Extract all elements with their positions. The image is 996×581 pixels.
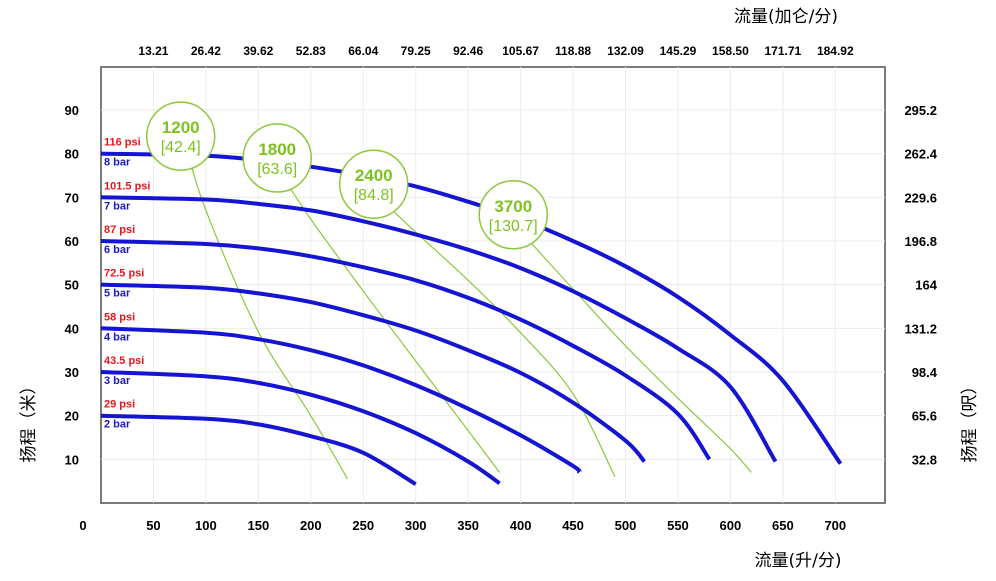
right-tick-label: 262.4 bbox=[904, 147, 937, 162]
lpm-value: [84.8] bbox=[354, 187, 394, 204]
rpm-bubble bbox=[478, 180, 549, 250]
pressure-curve-7-bar bbox=[100, 195, 778, 463]
x-tick-label: 700 bbox=[824, 518, 846, 533]
psi-label: 87 psi bbox=[104, 224, 135, 236]
x-tick-label: 300 bbox=[405, 518, 427, 533]
bar-label: 5 bar bbox=[104, 288, 131, 300]
speed-line-1800 bbox=[278, 170, 501, 473]
x-tick-label: 600 bbox=[720, 518, 742, 533]
pressure-curve-3-bar bbox=[100, 370, 501, 485]
x-tick-label: 100 bbox=[195, 518, 217, 533]
right-axis-title: 扬程（呎） bbox=[960, 378, 980, 463]
rpm-value: 2400 bbox=[355, 166, 393, 185]
top-tick-label: 66.04 bbox=[348, 44, 378, 58]
top-tick-label: 171.71 bbox=[764, 44, 801, 58]
bar-label: 3 bar bbox=[104, 375, 131, 387]
psi-label: 29 psi bbox=[104, 399, 135, 411]
y-tick-label: 80 bbox=[65, 147, 79, 162]
y-tick-label: 20 bbox=[65, 409, 79, 424]
y-tick-label: 60 bbox=[65, 234, 79, 249]
top-tick-label: 13.21 bbox=[138, 44, 168, 58]
pressure-curve-4-bar bbox=[100, 326, 582, 475]
top-tick-label: 132.09 bbox=[607, 44, 644, 58]
lpm-value: [130.7] bbox=[489, 218, 538, 235]
right-tick-label: 131.2 bbox=[904, 321, 937, 336]
y-tick-label: 40 bbox=[65, 321, 79, 336]
right-tick-label: 65.6 bbox=[912, 409, 937, 424]
x-tick-label: 650 bbox=[772, 518, 794, 533]
top-tick-label: 79.25 bbox=[401, 44, 431, 58]
x-tick-label: 550 bbox=[667, 518, 689, 533]
y-tick-label: 30 bbox=[65, 365, 79, 380]
x-tick-label: 450 bbox=[562, 518, 584, 533]
top-tick-label: 105.67 bbox=[502, 44, 539, 58]
x-tick-label: 500 bbox=[615, 518, 637, 533]
top-tick-label: 184.92 bbox=[817, 44, 854, 58]
x-tick-label: 250 bbox=[352, 518, 374, 533]
psi-label: 72.5 psi bbox=[104, 268, 144, 280]
x-tick-label: 400 bbox=[510, 518, 532, 533]
rpm-bubble bbox=[242, 123, 312, 193]
psi-label: 116 psi bbox=[104, 137, 141, 149]
pressure-curve-5-bar bbox=[100, 282, 646, 463]
top-tick-label: 145.29 bbox=[660, 44, 697, 58]
y-tick-label: 90 bbox=[65, 103, 79, 118]
right-tick-label: 98.4 bbox=[912, 365, 938, 380]
rpm-value: 1800 bbox=[258, 140, 296, 159]
y-tick-label: 10 bbox=[65, 452, 79, 467]
psi-label: 58 psi bbox=[104, 311, 135, 323]
bottom-axis-title: 流量(升/分) bbox=[755, 551, 842, 571]
psi-label: 101.5 psi bbox=[104, 180, 150, 192]
x-tick-label: 350 bbox=[457, 518, 479, 533]
top-tick-label: 39.62 bbox=[243, 44, 273, 58]
x-tick-label: 0 bbox=[79, 518, 86, 533]
top-tick-label: 158.50 bbox=[712, 44, 749, 58]
lpm-value: [63.6] bbox=[257, 161, 297, 178]
bar-label: 4 bar bbox=[104, 331, 131, 343]
rpm-bubbles: 1200 [42.4] 1800 [63.6] 2400 [84.8] 3700 [130.7… bbox=[145, 101, 549, 250]
rpm-value: 3700 bbox=[494, 197, 532, 216]
top-tick-label: 52.83 bbox=[296, 44, 326, 58]
right-tick-label: 32.8 bbox=[912, 452, 937, 467]
pressure-curve-6-bar bbox=[100, 239, 712, 461]
rpm-value: 1200 bbox=[162, 118, 200, 137]
top-axis-title: 流量(加仑/分) bbox=[734, 7, 838, 27]
bar-label: 6 bar bbox=[104, 244, 131, 256]
y-tick-label: 70 bbox=[65, 190, 79, 205]
right-tick-label: 196.8 bbox=[904, 234, 937, 249]
speed-line-1200 bbox=[186, 149, 349, 480]
x-tick-label: 150 bbox=[247, 518, 269, 533]
pressure-labels: 29 psi 2 bar 43.5 psi 3 bar 58 psi 4 bar 72.5 … bbox=[104, 137, 150, 431]
rpm-bubble bbox=[145, 101, 216, 171]
left-axis-title: 扬程（米） bbox=[19, 378, 39, 463]
bar-label: 8 bar bbox=[104, 157, 131, 169]
axis-ticks: 0 50 100 150 200 250 300 350 400 450 500 550 600 650 7… bbox=[65, 44, 938, 533]
right-tick-label: 295.2 bbox=[904, 103, 937, 118]
lpm-value: [42.4] bbox=[161, 139, 201, 156]
top-tick-label: 92.46 bbox=[453, 44, 483, 58]
right-tick-label: 164 bbox=[915, 278, 937, 293]
top-tick-label: 118.88 bbox=[555, 44, 591, 58]
x-tick-label: 50 bbox=[146, 518, 160, 533]
y-tick-label: 50 bbox=[65, 278, 79, 293]
psi-label: 43.5 psi bbox=[104, 355, 144, 367]
pressure-curve-2-bar bbox=[100, 413, 417, 486]
top-tick-label: 26.42 bbox=[191, 44, 221, 58]
x-tick-label: 200 bbox=[300, 518, 322, 533]
speed-line-3700 bbox=[517, 227, 752, 473]
rpm-bubble bbox=[338, 149, 409, 219]
right-tick-label: 229.6 bbox=[904, 190, 937, 205]
bar-label: 2 bar bbox=[104, 419, 131, 431]
bar-label: 7 bar bbox=[104, 200, 131, 212]
